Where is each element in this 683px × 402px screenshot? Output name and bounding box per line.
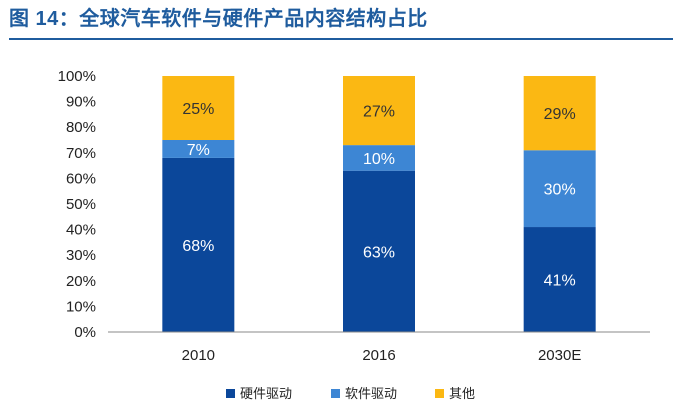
legend-swatch — [435, 389, 444, 398]
legend-swatch — [331, 389, 340, 398]
bar-segment — [523, 150, 596, 228]
bar-segment — [162, 140, 235, 158]
y-tick-label: 80% — [66, 119, 96, 136]
y-tick-label: 70% — [66, 145, 96, 162]
legend-label: 硬件驱动 — [240, 386, 292, 401]
bar-segment — [162, 76, 235, 140]
y-tick-label: 90% — [66, 94, 96, 111]
x-category-label: 2016 — [362, 347, 395, 364]
data-label: 10% — [363, 151, 395, 168]
bars-layer: 68% 7% 25% 63% 10% 27% 41% 30% 29% — [162, 76, 596, 332]
x-category-label: 2010 — [182, 347, 215, 364]
y-tick-label: 100% — [58, 68, 96, 85]
legend: 硬件驱动 软件驱动 其他 — [226, 386, 475, 401]
data-label: 25% — [182, 101, 214, 118]
y-tick-label: 50% — [66, 196, 96, 213]
y-tick-label: 40% — [66, 222, 96, 239]
data-label: 63% — [363, 244, 395, 261]
bar-segment — [162, 157, 235, 332]
legend-label: 其他 — [449, 386, 475, 401]
y-tick-label: 30% — [66, 247, 96, 264]
bar-segment — [523, 76, 596, 151]
data-label: 27% — [363, 104, 395, 121]
bar-segment — [343, 76, 415, 146]
bar-segment — [343, 145, 415, 171]
data-label: 29% — [544, 106, 576, 123]
data-label: 30% — [544, 182, 576, 199]
x-axis-categories: 2010 2016 2030E — [182, 347, 582, 364]
y-tick-label: 20% — [66, 273, 96, 290]
y-axis-ticks: 0% 10% 20% 30% 40% 50% 60% 70% 80% 90% 100% — [58, 68, 96, 341]
y-tick-label: 60% — [66, 170, 96, 187]
data-label: 68% — [182, 238, 214, 255]
legend-swatch — [226, 389, 235, 398]
figure-title: 图 14：全球汽车软件与硬件产品内容结构占比 — [9, 8, 428, 30]
data-label: 7% — [187, 142, 210, 159]
bar-segment — [343, 170, 415, 332]
data-label: 41% — [544, 273, 576, 290]
title-rule — [9, 38, 673, 40]
y-tick-label: 10% — [66, 298, 96, 315]
y-tick-label: 0% — [74, 324, 96, 341]
bar-segment — [523, 227, 596, 332]
x-category-label: 2030E — [538, 347, 581, 364]
legend-label: 软件驱动 — [345, 386, 397, 401]
